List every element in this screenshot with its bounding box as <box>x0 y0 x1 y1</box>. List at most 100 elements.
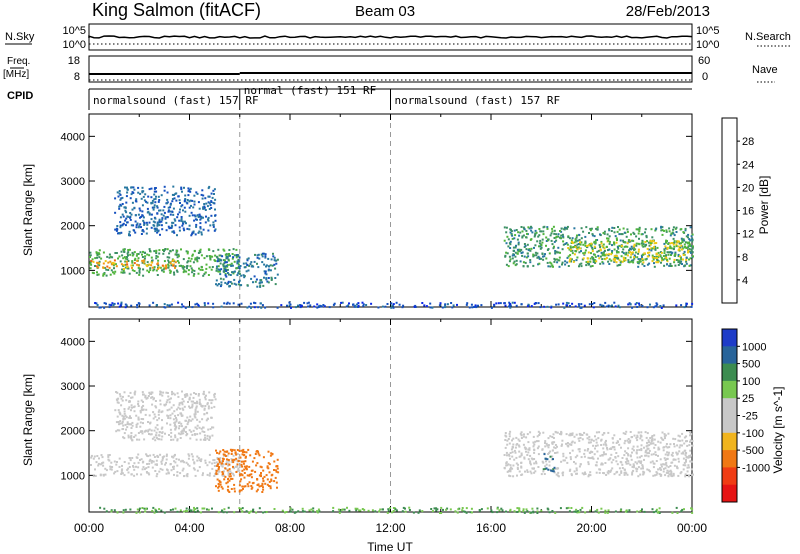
power-echo-cell <box>96 304 99 306</box>
velocity-echo-cell <box>636 462 639 465</box>
power-echo-cell <box>148 304 151 307</box>
velocity-echo-cell <box>647 455 650 458</box>
power-echo-cell <box>120 250 123 253</box>
velocity-echo-cell <box>121 420 124 423</box>
velocity-echo-cell <box>143 507 146 510</box>
power-echo-cell <box>526 265 529 268</box>
velocity-echo-cell <box>210 416 213 419</box>
velocity-echo-cell <box>620 470 623 473</box>
velocity-echo-cell <box>640 447 643 450</box>
power-echo-cell <box>110 269 113 272</box>
power-echo-cell <box>602 232 605 234</box>
velocity-echo-cell <box>496 507 499 510</box>
velocity-echo-cell <box>556 467 559 470</box>
power-echo-cell <box>545 257 548 260</box>
velocity-echo-cell <box>167 472 170 475</box>
power-echo-cell <box>172 263 174 266</box>
power-echo-cell <box>665 256 667 259</box>
velocity-echo-cell <box>213 392 216 395</box>
velocity-echo-cell <box>133 410 136 413</box>
velocity-echo-region <box>542 453 556 473</box>
power-echo-cell <box>611 304 613 307</box>
velocity-echo-cell <box>624 471 627 474</box>
velocity-echo-cell <box>525 508 528 511</box>
power-echo-cell <box>190 257 193 260</box>
power-echo-cell <box>137 213 140 216</box>
velocity-echo-cell <box>646 444 649 447</box>
velocity-echo-cell <box>600 444 603 446</box>
power-echo-cell <box>518 234 521 237</box>
velocity-echo-cell <box>107 454 110 457</box>
velocity-echo-cell <box>144 510 147 513</box>
velocity-echo-cell <box>616 440 619 443</box>
velocity-echo-cell <box>217 486 220 489</box>
power-echo-cell <box>141 253 143 256</box>
power-echo-cell <box>678 242 681 245</box>
power-echo-cell <box>510 230 513 233</box>
velocity-echo-cell <box>361 508 364 510</box>
power-echo-cell <box>182 265 184 268</box>
power-echo-cell <box>574 238 577 241</box>
power-echo-cell <box>162 209 165 212</box>
power-echo-cell <box>208 208 211 210</box>
power-echo-cell <box>635 244 638 247</box>
velocity-echo-cell <box>668 446 671 449</box>
velocity-echo-cell <box>652 462 655 465</box>
velocity-echo-cell <box>148 433 150 435</box>
power-echo-cell <box>197 201 200 204</box>
velocity-echo-cell <box>579 436 582 439</box>
power-echo-cell <box>517 231 520 234</box>
power-echo-cell <box>638 243 641 246</box>
power-echo-cell <box>547 239 550 242</box>
power-echo-cell <box>597 254 600 257</box>
power-echo-cell <box>646 247 649 250</box>
power-echo-cell <box>265 277 268 280</box>
velocity-echo-cell <box>523 456 526 459</box>
power-echo-cell <box>616 239 618 241</box>
power-echo-cell <box>250 265 253 268</box>
velocity-echo-cell <box>243 485 246 488</box>
power-echo-cell <box>146 201 149 204</box>
power-echo-cell <box>208 185 211 188</box>
power-echo-cell <box>539 230 542 233</box>
power-echo-cell <box>130 264 133 267</box>
velocity-echo-cell <box>261 491 264 493</box>
power-echo-cell <box>550 306 553 309</box>
power-echo-cell <box>157 195 160 198</box>
power-echo-cell <box>607 249 609 252</box>
velocity-echo-cell <box>589 457 591 460</box>
velocity-echo-cell <box>234 452 237 455</box>
power-echo-cell <box>504 304 507 307</box>
power-echo-cell <box>223 259 226 262</box>
power-echo-cell <box>200 231 203 234</box>
velocity-echo-cell <box>131 421 134 424</box>
power-echo-cell <box>199 215 202 218</box>
power-echo-cell <box>139 192 142 195</box>
velocity-echo-cell <box>179 437 182 439</box>
power-echo-cell <box>126 258 129 261</box>
power-echo-cell <box>176 256 179 259</box>
velocity-echo-cell <box>600 507 603 510</box>
power-echo-cell <box>588 232 590 234</box>
power-echo-cell <box>615 237 618 240</box>
velocity-echo-cell <box>529 431 532 434</box>
power-echo-cell <box>265 265 267 268</box>
velocity-echo-cell <box>647 439 650 442</box>
velocity-echo-cell <box>652 474 655 477</box>
velocity-echo-cell <box>139 421 142 424</box>
power-echo-cell <box>675 304 678 307</box>
velocity-echo-cell <box>638 448 641 451</box>
velocity-echo-cell <box>653 434 656 437</box>
velocity-echo-cell <box>123 437 126 440</box>
velocity-echo-cell <box>301 510 304 513</box>
power-echo-cell <box>361 301 364 304</box>
velocity-echo-cell <box>665 445 668 448</box>
power-echo-cell <box>685 260 688 263</box>
velocity-echo-cell <box>133 392 136 394</box>
velocity-echo-cell <box>523 446 526 449</box>
power-echo-cell <box>136 259 139 262</box>
velocity-echo-cell <box>636 434 639 437</box>
velocity-echo-cell <box>509 452 512 454</box>
velocity-echo-cell <box>116 511 119 514</box>
velocity-echo-cell <box>173 465 175 468</box>
